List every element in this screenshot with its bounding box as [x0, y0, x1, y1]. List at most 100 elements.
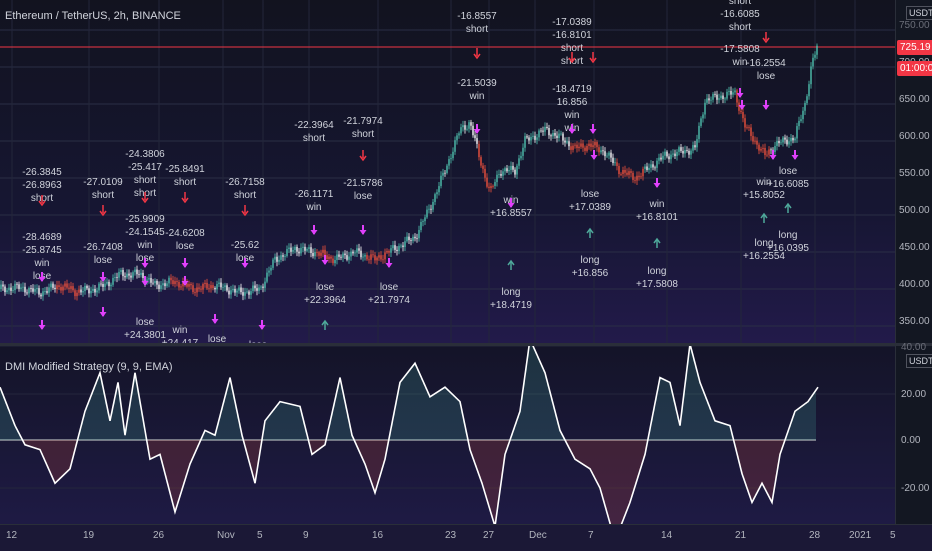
histogram-bar	[278, 402, 280, 440]
histogram-bar	[662, 379, 664, 440]
histogram-bar	[148, 440, 150, 454]
candle-body	[514, 169, 516, 175]
candle-body	[194, 292, 196, 293]
histogram-bar	[362, 440, 364, 460]
trade-annotation: lose	[249, 340, 268, 343]
histogram-bar	[798, 408, 800, 440]
candle-body	[118, 271, 120, 278]
annotation-text: -16.8557	[457, 11, 497, 22]
trade-annotation: -27.0109 short	[83, 177, 123, 201]
candle-body	[498, 174, 500, 175]
candle-body	[756, 140, 758, 145]
candle-body	[264, 281, 266, 288]
candle-body	[800, 119, 802, 121]
candle-body	[78, 289, 80, 293]
annotation-text: short	[303, 133, 325, 144]
candle-body	[762, 147, 764, 149]
histogram-bar	[166, 440, 168, 482]
annotation-text: win	[33, 258, 49, 269]
indicator-axis-label: 20.00	[901, 389, 927, 400]
candle-body	[152, 282, 154, 284]
annotation-text: -16.8101	[552, 30, 592, 41]
histogram-bar	[802, 405, 804, 440]
pane-divider[interactable]	[0, 343, 932, 346]
histogram-bar	[294, 405, 296, 440]
indicator-currency-label[interactable]: USDT	[906, 354, 932, 368]
histogram-bar	[208, 432, 210, 440]
histogram-bar	[408, 370, 410, 440]
signal-marker	[181, 263, 189, 268]
histogram-bar	[700, 384, 702, 440]
time-axis-label: 21	[735, 530, 747, 541]
candle-body	[136, 269, 138, 275]
histogram-bar	[268, 415, 270, 440]
trade-annotation: -26.1171 win	[295, 189, 334, 213]
histogram-bar	[534, 350, 536, 440]
candle-body	[256, 288, 258, 291]
histogram-bar	[340, 382, 342, 440]
candle-body	[366, 255, 368, 260]
histogram-bar	[644, 440, 646, 455]
candle-body	[560, 133, 562, 135]
candle-body	[778, 141, 780, 144]
candle-body	[668, 156, 670, 160]
histogram-bar	[450, 392, 452, 440]
candle-body	[18, 284, 20, 289]
currency-label[interactable]: USDT	[906, 6, 932, 20]
price-chart-pane[interactable]: -26.3845 -26.8963 short -28.4689 -25.8745 win…	[0, 0, 895, 343]
candle-body	[438, 186, 440, 193]
indicator-pane[interactable]: DMI Modified Strategy (9, 9, EMA)	[0, 346, 895, 524]
histogram-bar	[754, 440, 756, 497]
candle-body	[84, 285, 86, 292]
candle-body	[272, 259, 274, 268]
histogram-bar	[542, 368, 544, 440]
indicator-axis[interactable]: USDT 40.00 20.00 0.00 -20.00	[895, 342, 932, 524]
annotation-text: -26.7408	[83, 242, 123, 253]
histogram-bar	[72, 440, 74, 458]
candle-body	[190, 283, 192, 286]
annotation-text: -25.62	[231, 240, 260, 251]
candle-body	[708, 98, 710, 101]
candle-body	[166, 283, 168, 287]
candle-body	[448, 159, 450, 166]
candle-body	[14, 283, 16, 291]
candle-body	[788, 141, 790, 145]
candle-body	[698, 125, 700, 140]
annotation-text: short	[174, 177, 196, 188]
histogram-bar	[538, 359, 540, 440]
price-axis[interactable]: USDT 750.00700.00650.00600.00550.00500.0…	[895, 0, 932, 343]
histogram-bar	[536, 354, 538, 440]
histogram-bar	[386, 440, 388, 449]
histogram-bar	[730, 429, 732, 440]
annotation-text: +21.7974	[368, 295, 410, 306]
histogram-bar	[624, 440, 626, 516]
histogram-bar	[496, 440, 498, 512]
annotation-text: win	[136, 240, 152, 251]
indicator-canvas[interactable]	[0, 346, 895, 524]
time-axis[interactable]: 12 19 26 Nov 5 9 16 23 27 Dec 7 14 21 28 2021 5	[0, 524, 932, 551]
candle-body	[566, 141, 568, 143]
histogram-bar	[758, 440, 760, 489]
histogram-bar	[222, 404, 224, 440]
trade-annotation: lose +24.3801	[124, 317, 166, 341]
candle-body	[620, 173, 622, 175]
candle-body	[250, 291, 252, 295]
histogram-bar	[670, 386, 672, 440]
time-axis-label: 26	[153, 530, 165, 541]
candle-body	[358, 248, 360, 251]
annotation-text: -24.1545	[125, 227, 165, 238]
time-axis-label: 2021	[849, 530, 872, 541]
candle-body	[816, 45, 818, 55]
candle-body	[586, 146, 588, 151]
candle-body	[660, 157, 662, 160]
histogram-bar	[432, 394, 434, 440]
histogram-bar	[304, 426, 306, 440]
histogram-bar	[568, 440, 570, 448]
histogram-bar	[342, 392, 344, 440]
candle-body	[650, 164, 652, 168]
candle-body	[740, 110, 742, 113]
candle-body	[500, 174, 502, 176]
price-chart-canvas[interactable]: -26.3845 -26.8963 short -28.4689 -25.8745 win…	[0, 0, 895, 343]
candle-body	[222, 287, 224, 289]
candle-body	[672, 153, 674, 155]
